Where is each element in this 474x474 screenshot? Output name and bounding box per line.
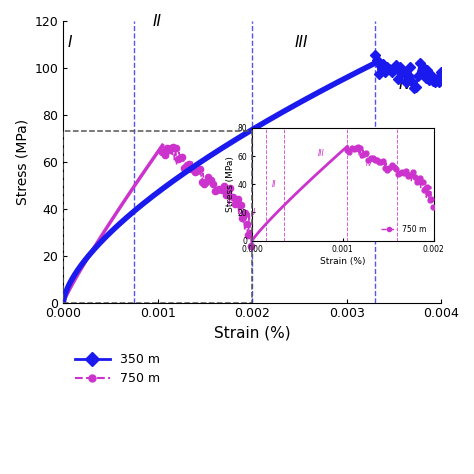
Text: III: III <box>295 35 308 50</box>
Text: I: I <box>68 35 73 50</box>
Text: II: II <box>153 14 162 28</box>
Bar <box>64 131 252 302</box>
Text: IV: IV <box>399 77 413 92</box>
Y-axis label: Stress (MPa): Stress (MPa) <box>15 118 29 205</box>
X-axis label: Strain (%): Strain (%) <box>214 326 291 341</box>
Legend: 350 m, 750 m: 350 m, 750 m <box>70 348 164 391</box>
